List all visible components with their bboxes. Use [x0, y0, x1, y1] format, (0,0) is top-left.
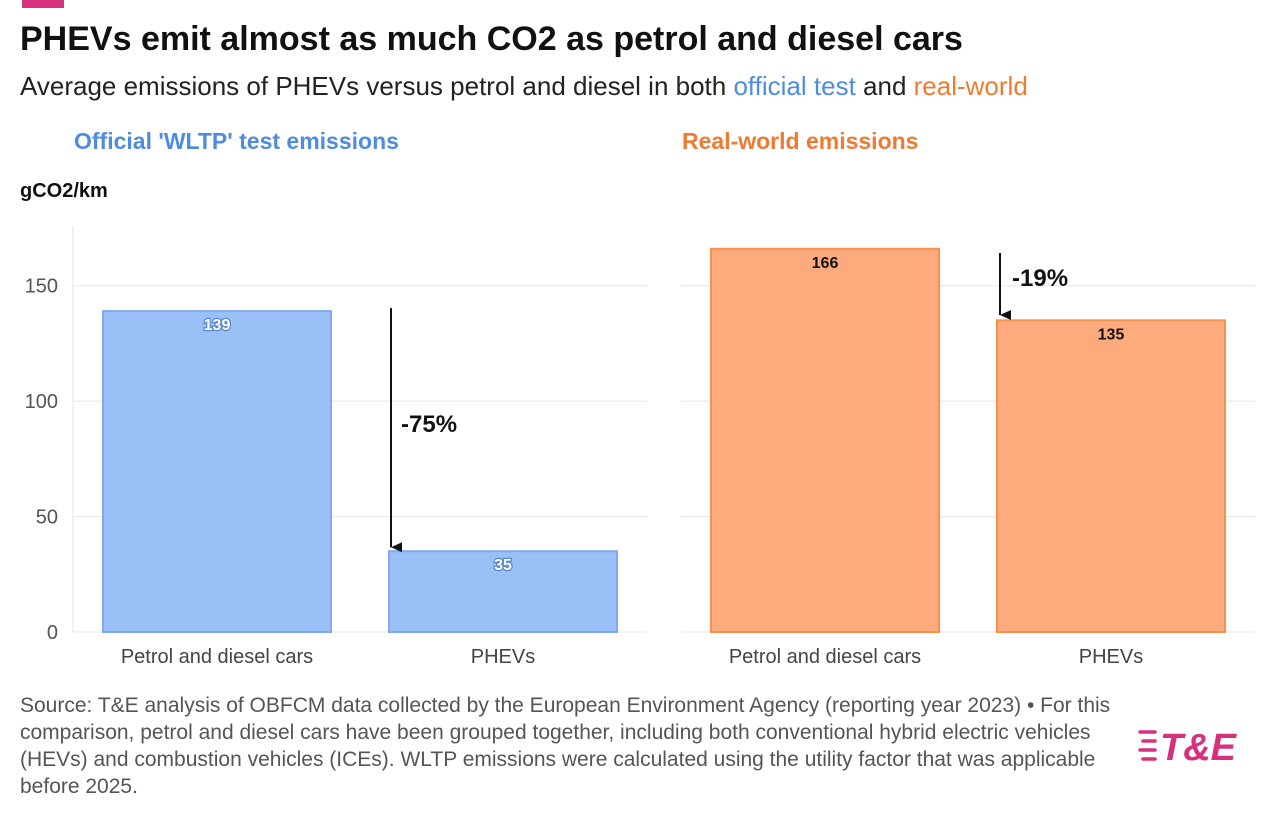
bar-value-label: 139 [204, 317, 231, 334]
bar-value-label: 35 [494, 557, 512, 574]
bar [388, 550, 618, 634]
x-tick-label: Petrol and diesel cars [729, 646, 921, 668]
y-tick-label: 100 [25, 391, 58, 413]
subtitle-official-highlight: official test [733, 71, 856, 101]
change-annotation-label: -75% [401, 411, 457, 438]
source-note: Source: T&E analysis of OBFCM data colle… [20, 694, 1111, 798]
x-tick-label: PHEVs [471, 646, 535, 668]
subtitle-prefix: Average emissions of PHEVs versus petrol… [20, 71, 734, 101]
y-tick-label: 150 [25, 276, 58, 298]
logo-stripes-icon [1138, 730, 1157, 761]
bar [996, 319, 1226, 633]
change-annotation-label: -19% [1012, 265, 1068, 292]
panel-title-official: Official 'WLTP' test emissions [74, 128, 399, 154]
bar [102, 310, 332, 633]
te-logo: T&E [1138, 727, 1238, 766]
y-tick-label: 0 [47, 622, 58, 644]
logo-wordmark: T&E [1160, 727, 1238, 766]
bar-value-label: 135 [1098, 326, 1125, 343]
chart-title: PHEVs emit almost as much CO2 as petrol … [20, 20, 963, 58]
bar-chart: 0 50 100 150 139 Petrol and diesel cars 35 PHEV… [25, 226, 1255, 668]
subtitle-real-highlight: real-world [913, 71, 1028, 101]
bar [710, 247, 940, 634]
y-axis-label: gCO2/km [20, 180, 108, 202]
panel-title-real-world: Real-world emissions [682, 128, 919, 154]
subtitle-and: and [855, 71, 914, 101]
x-tick-label: Petrol and diesel cars [121, 646, 313, 668]
chart-subtitle: Average emissions of PHEVs versus petrol… [20, 71, 1028, 102]
x-tick-label: PHEVs [1079, 646, 1143, 668]
brand-accent-bar [22, 0, 64, 8]
y-tick-label: 50 [36, 507, 58, 529]
bar-value-label: 166 [812, 255, 839, 272]
